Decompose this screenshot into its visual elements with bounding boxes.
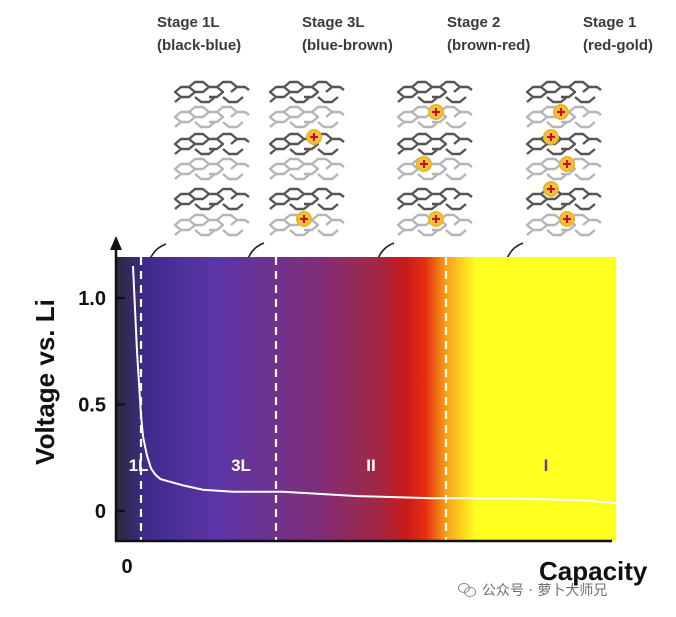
voltage-curve [132, 266, 634, 506]
region-label-3l: 3L [231, 456, 251, 475]
y-tick-label-2: 1.0 [78, 288, 106, 310]
y-tick-label-0: 0 [95, 501, 106, 523]
plus-icon [563, 215, 571, 223]
plus-icon [432, 108, 440, 116]
watermark-text: 公众号 · 萝卜大师兄 [482, 583, 608, 599]
y-tick-label-1: 0.5 [78, 395, 106, 417]
stage-2-color: (brown-red) [447, 37, 530, 54]
axes: 0 0.5 1.0 0 Capacity Voltage vs. Li [30, 236, 648, 586]
stage-3l-title: Stage 3L [302, 14, 365, 31]
stage-1l-title: Stage 1L [157, 14, 220, 31]
y-axis-label: Voltage vs. Li [30, 299, 60, 465]
graphene-layer [525, 187, 603, 211]
region-label-i: I [544, 456, 549, 475]
plus-icon [547, 185, 555, 193]
stack-3 [525, 80, 603, 237]
graphene-layer [268, 187, 346, 211]
graphene-layer [268, 157, 346, 181]
plot-area: 1L 3L II I [116, 257, 634, 541]
x-tick-label-0: 0 [121, 556, 132, 578]
plus-icon [557, 108, 565, 116]
y-ticks: 0 0.5 1.0 [78, 288, 125, 523]
region-label-1l: 1L [129, 456, 149, 475]
graphene-layer [396, 132, 474, 156]
graphene-layer [173, 157, 251, 181]
plus-icon [310, 133, 318, 141]
graphite-stacking-illustrations [173, 80, 603, 237]
stage-1-color: (red-gold) [583, 37, 653, 54]
wechat-icon [458, 583, 476, 597]
plus-icon [432, 215, 440, 223]
stack-2 [396, 80, 474, 237]
graphene-layer [525, 132, 603, 156]
y-axis-arrowhead [110, 236, 122, 250]
plus-icon [547, 133, 555, 141]
graphene-layer [268, 80, 346, 104]
graphene-layer [173, 187, 251, 211]
stage-labels: Stage 1L (black-blue) Stage 3L (blue-bro… [157, 14, 653, 54]
graphene-layer [173, 213, 251, 237]
region-label-ii: II [366, 456, 375, 475]
plus-icon [563, 160, 571, 168]
stack-0 [173, 80, 251, 237]
stack-1 [268, 80, 346, 237]
stage-2-title: Stage 2 [447, 14, 500, 31]
watermark: 公众号 · 萝卜大师兄 [458, 580, 607, 600]
plus-icon [420, 160, 428, 168]
region-labels: 1L 3L II I [129, 456, 549, 475]
graphene-layer [268, 105, 346, 129]
x-axis-label: Capacity [539, 556, 648, 586]
graphene-layer [525, 80, 603, 104]
stage-3l-color: (blue-brown) [302, 37, 393, 54]
graphene-layer [173, 80, 251, 104]
stage-gradient-background [116, 257, 616, 541]
graphene-layer [173, 132, 251, 156]
stage-1l-color: (black-blue) [157, 37, 241, 54]
region-boundaries [139, 257, 448, 541]
graphene-layer [396, 187, 474, 211]
graphene-layer [396, 157, 474, 181]
plus-icon [300, 215, 308, 223]
graphene-layer [396, 80, 474, 104]
stage-1-title: Stage 1 [583, 14, 636, 31]
graphene-layer [173, 105, 251, 129]
